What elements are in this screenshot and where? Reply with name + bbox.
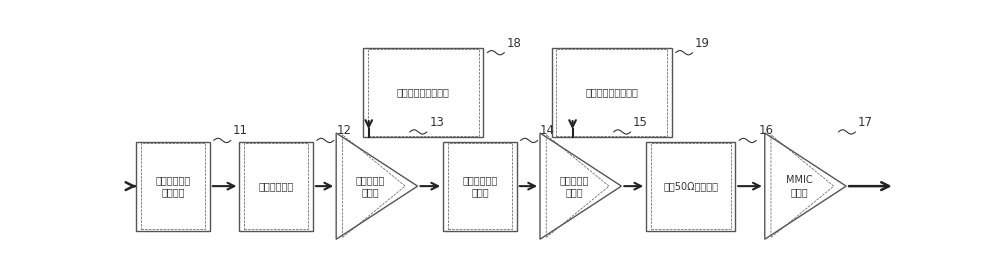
Text: 第一级微波
晶体管: 第一级微波 晶体管 [356,175,385,197]
Text: 波导同轴探针
转换结构: 波导同轴探针 转换结构 [155,175,191,197]
Text: 13: 13 [429,116,444,129]
Text: 17: 17 [858,116,873,129]
Text: 16: 16 [759,124,774,137]
Bar [646,142,735,231]
Text: MMIC
放大器: MMIC 放大器 [786,175,812,197]
Bar [136,142,210,231]
Polygon shape [540,133,621,239]
Text: 15: 15 [633,116,648,129]
Text: 第一级有源偏置电路: 第一级有源偏置电路 [397,87,450,98]
Polygon shape [336,133,418,239]
Text: 第二级有源偏置电路: 第二级有源偏置电路 [585,87,638,98]
Text: 12: 12 [336,124,351,137]
Bar [363,48,483,137]
Bar [239,142,313,231]
Text: 19: 19 [695,37,710,50]
Text: 非匹配阻抗变
换电路: 非匹配阻抗变 换电路 [462,175,498,197]
Bar [368,49,479,136]
Bar [244,143,308,229]
Text: 18: 18 [507,37,522,50]
Bar [552,48,672,137]
Polygon shape [765,133,846,239]
Bar [556,49,667,136]
Text: 14: 14 [540,124,555,137]
Text: 输入匹配电路: 输入匹配电路 [258,181,294,191]
Text: 第二级微波
晶体管: 第二级微波 晶体管 [560,175,589,197]
Bar [443,142,517,231]
Text: 输出50Ω匹配电路: 输出50Ω匹配电路 [663,181,718,191]
Bar [651,143,731,229]
Text: 11: 11 [233,124,248,137]
Bar [141,143,205,229]
Bar [448,143,512,229]
